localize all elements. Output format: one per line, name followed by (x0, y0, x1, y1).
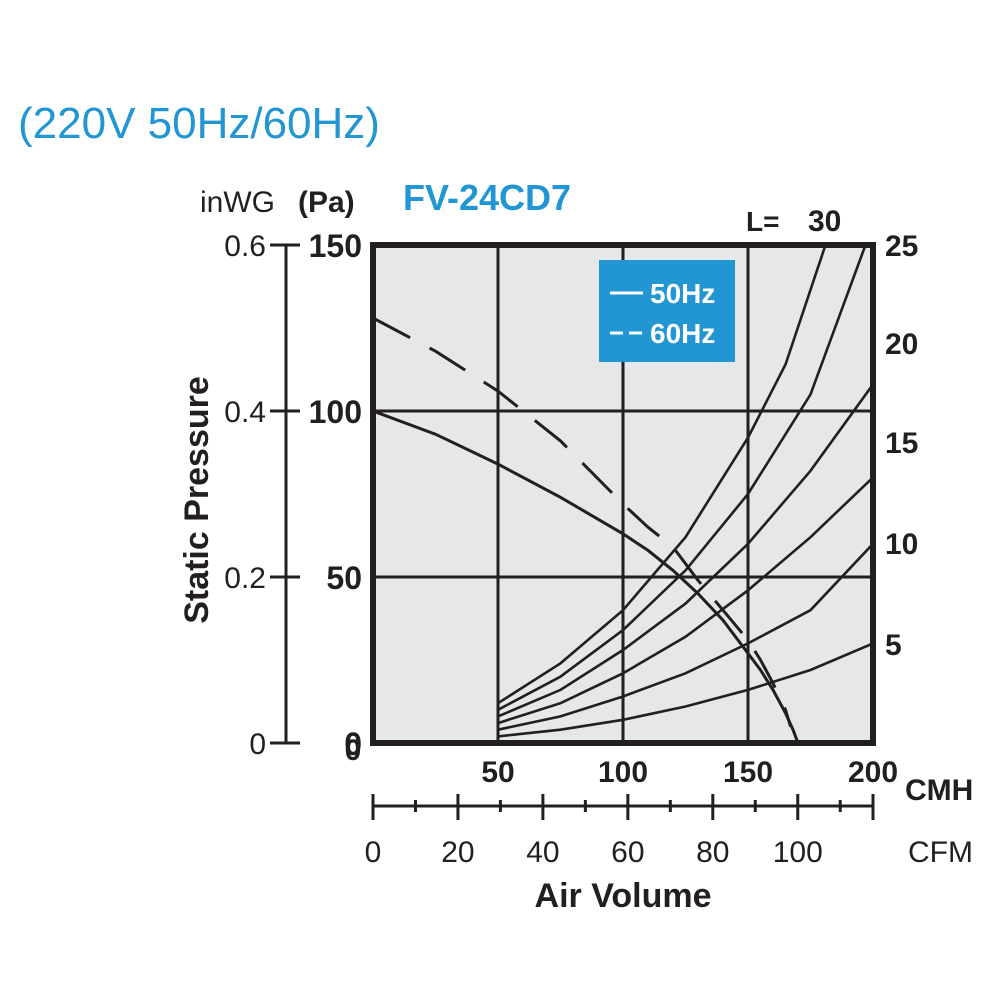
duct-label-L10: 10 (885, 528, 918, 561)
series-line-60hz (373, 316, 792, 727)
x-tick-label-cfm: 40 (526, 836, 559, 869)
legend-label-50hz: 50Hz (650, 278, 715, 309)
series-lines (373, 316, 800, 743)
duct-curve-L20 (497, 383, 873, 718)
voltage-label: (220V 50Hz/60Hz) (18, 99, 380, 148)
duct-curve-L5 (497, 642, 873, 738)
x-tick-label-cfm: 20 (441, 836, 474, 869)
y-unit-inwg: inWG (200, 186, 275, 219)
x-unit-cfm: CFM (908, 836, 973, 869)
duct-curve-L30 (497, 245, 827, 705)
series-line-50hz (373, 409, 800, 743)
y-tick-label-inwg: 0 (249, 728, 266, 761)
y-tick-label-inwg: 0.6 (224, 230, 266, 263)
duct-curve-L15 (497, 476, 873, 725)
x-tick-label-cmh-zero: 0 (345, 734, 362, 767)
y-axes: 0 0 50 0.2 100 0.4 150 0.6 (224, 228, 362, 762)
y-unit-pa: (Pa) (298, 186, 355, 219)
x-tick-label-cfm: 80 (696, 836, 729, 869)
x-tick-label-cmh: 100 (598, 756, 648, 789)
y-tick-label-pa: 50 (326, 560, 362, 596)
duct-label-L5: 5 (885, 629, 902, 662)
y-tick-label-pa: 100 (309, 394, 362, 430)
plot-border (370, 242, 876, 746)
model-title: FV-24CD7 (403, 177, 571, 218)
x-axes: 0 50 100 150 200 0 20 40 60 80 100 (345, 734, 898, 869)
x-tick-label-cmh: 50 (481, 756, 514, 789)
legend-label-60hz: 60Hz (650, 318, 715, 349)
x-tick-label-cfm: 0 (365, 836, 382, 869)
y-tick-label-pa: 150 (309, 228, 362, 264)
duct-label-L30: 30 (808, 205, 841, 238)
legend-box (599, 260, 735, 362)
duct-curve-L25 (497, 245, 867, 711)
x-tick-label-cmh: 200 (848, 756, 898, 789)
duct-curves (497, 245, 873, 738)
x-tick-label-cfm: 60 (611, 836, 644, 869)
x-tick-label-cfm: 100 (773, 836, 823, 869)
duct-label-L25: 25 (885, 230, 918, 263)
duct-labels: 30 25 20 15 10 5 (808, 205, 918, 662)
legend: 50Hz 60Hz (599, 260, 735, 362)
duct-curve-L10 (497, 542, 873, 731)
y-axis-title: Static Pressure (178, 376, 216, 624)
x-tick-label-cmh: 150 (723, 756, 773, 789)
duct-label-L15: 15 (885, 427, 918, 460)
x-axis-title: Air Volume (535, 877, 712, 915)
y-tick-label-pa: 0 (344, 726, 362, 762)
x-unit-cmh: CMH (905, 774, 973, 807)
y-tick-label-inwg: 0.2 (224, 562, 266, 595)
y-tick-label-inwg: 0.4 (224, 396, 266, 429)
duct-label-prefix: L= (746, 206, 779, 237)
duct-label-L20: 20 (885, 328, 918, 361)
